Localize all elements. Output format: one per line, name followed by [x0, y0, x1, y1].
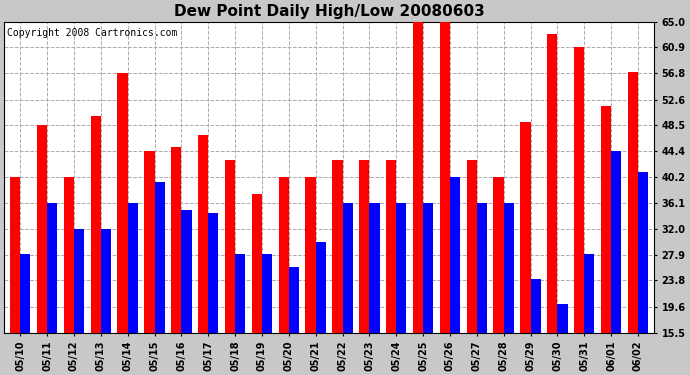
Bar: [359, 160, 369, 375]
Bar: [47, 203, 57, 375]
Bar: [90, 116, 101, 375]
Bar: [638, 172, 648, 375]
Bar: [63, 177, 74, 375]
Bar: [440, 22, 450, 375]
Bar: [171, 147, 181, 375]
Bar: [531, 279, 541, 375]
Bar: [144, 151, 155, 375]
Bar: [628, 72, 638, 375]
Text: Copyright 2008 Cartronics.com: Copyright 2008 Cartronics.com: [8, 28, 178, 38]
Bar: [208, 213, 219, 375]
Bar: [316, 242, 326, 375]
Bar: [342, 203, 353, 375]
Bar: [584, 254, 595, 375]
Bar: [181, 210, 192, 375]
Bar: [198, 135, 208, 375]
Bar: [225, 160, 235, 375]
Bar: [74, 229, 84, 375]
Bar: [262, 254, 272, 375]
Bar: [601, 106, 611, 375]
Bar: [386, 160, 396, 375]
Bar: [333, 160, 342, 375]
Title: Dew Point Daily High/Low 20080603: Dew Point Daily High/Low 20080603: [174, 4, 484, 19]
Bar: [477, 203, 487, 375]
Bar: [493, 177, 504, 375]
Bar: [37, 125, 47, 375]
Bar: [20, 254, 30, 375]
Bar: [306, 177, 316, 375]
Bar: [520, 122, 531, 375]
Bar: [279, 177, 289, 375]
Bar: [450, 177, 460, 375]
Bar: [369, 203, 380, 375]
Bar: [611, 151, 621, 375]
Bar: [504, 203, 514, 375]
Bar: [574, 47, 584, 375]
Bar: [252, 194, 262, 375]
Bar: [235, 254, 246, 375]
Bar: [10, 177, 20, 375]
Bar: [155, 182, 165, 375]
Bar: [396, 203, 406, 375]
Bar: [558, 304, 568, 375]
Bar: [289, 267, 299, 375]
Bar: [101, 229, 111, 375]
Bar: [413, 22, 423, 375]
Bar: [466, 160, 477, 375]
Bar: [547, 34, 558, 375]
Bar: [117, 73, 128, 375]
Bar: [423, 203, 433, 375]
Bar: [128, 203, 138, 375]
